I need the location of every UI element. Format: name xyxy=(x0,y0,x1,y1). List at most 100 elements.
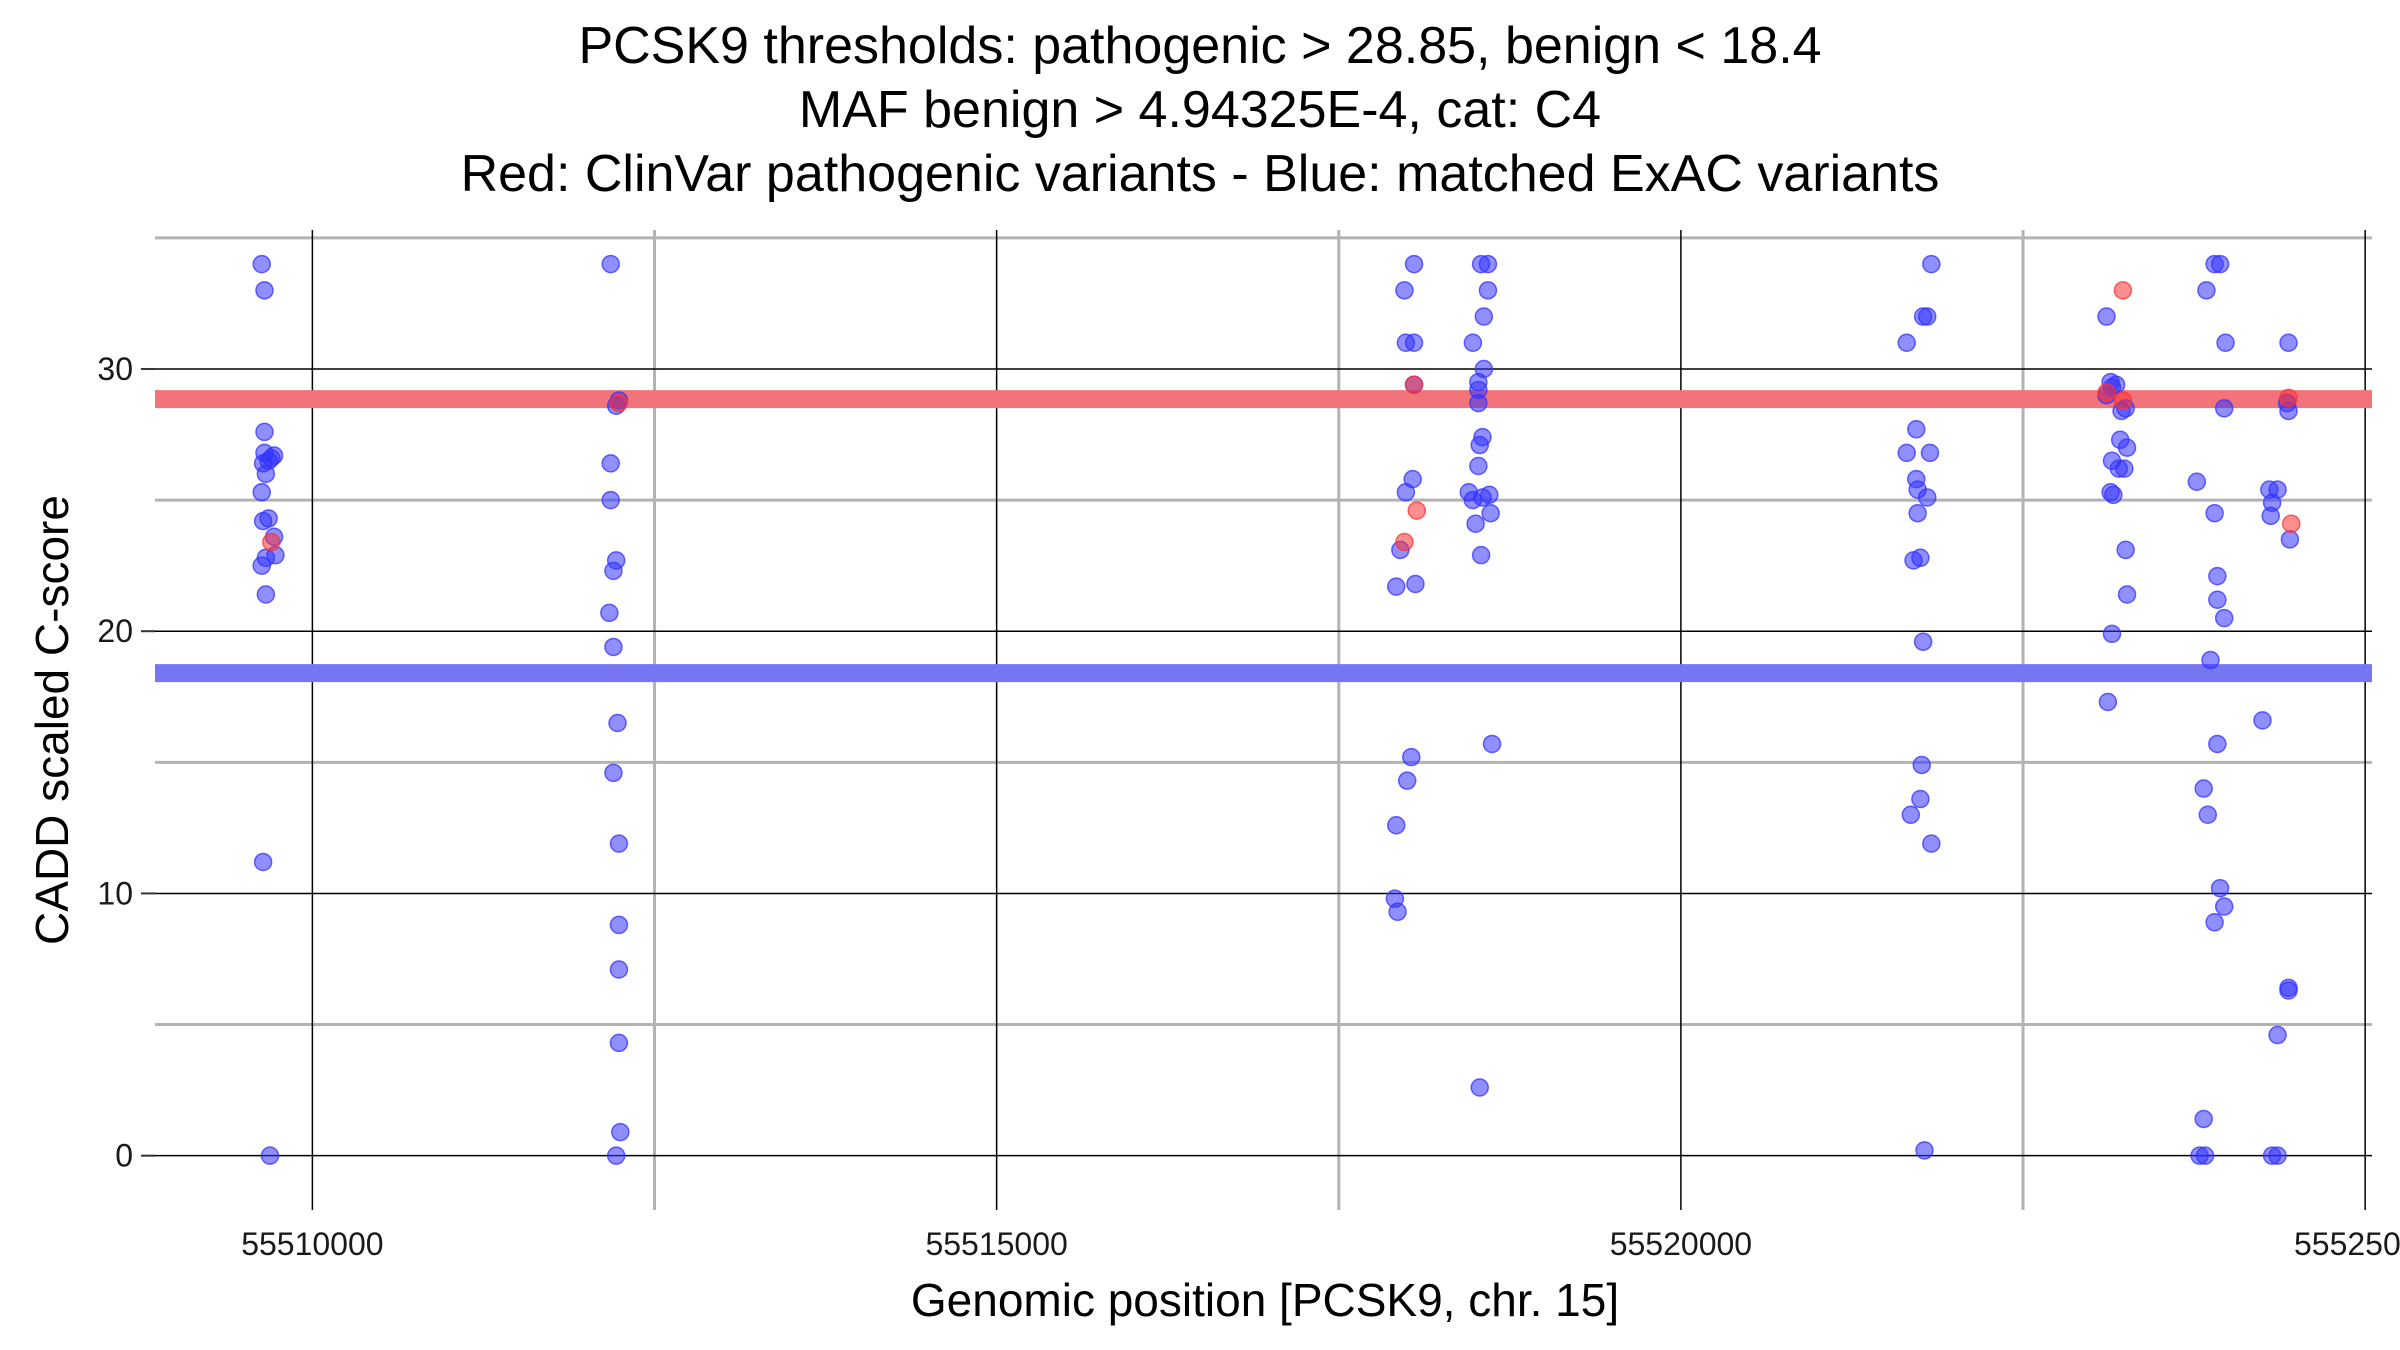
data-point-exac xyxy=(1404,333,1424,353)
data-point-clinvar xyxy=(2113,281,2133,300)
data-point-exac xyxy=(252,254,271,274)
data-point-exac xyxy=(252,482,271,502)
data-point-exac xyxy=(604,637,623,657)
data-point-exac xyxy=(1386,577,1406,596)
threshold-lines xyxy=(155,390,2372,683)
data-point-exac xyxy=(256,464,276,484)
data-point-exac xyxy=(2210,878,2230,898)
title-line-3: Red: ClinVar pathogenic variants - Blue:… xyxy=(460,145,1940,203)
data-point-clinvar xyxy=(262,532,281,552)
chart-title: PCSK9 thresholds: pathogenic > 28.85, be… xyxy=(0,14,2400,206)
data-point-exac xyxy=(2214,399,2234,418)
x-tick-label: 55510000 xyxy=(241,1226,383,1262)
data-point-exac xyxy=(2268,1025,2287,1045)
data-point-exac xyxy=(611,1122,630,1142)
data-point-clinvar xyxy=(1395,532,1414,552)
data-point-clinvar xyxy=(2279,388,2298,408)
title-line-2: MAF benign > 4.94325E-4, cat: C4 xyxy=(798,81,1602,139)
data-point-exac xyxy=(1480,485,1499,505)
data-point-exac xyxy=(1474,307,1494,326)
data-point-exac xyxy=(2268,1146,2287,1165)
data-point-exac xyxy=(255,281,274,300)
data-point-exac xyxy=(1466,514,1485,533)
data-point-exac xyxy=(2253,711,2272,730)
data-point-exac xyxy=(1388,902,1407,922)
x-tick-label: 55520000 xyxy=(1610,1226,1752,1262)
data-point-clinvar xyxy=(1407,501,1427,520)
data-point-clinvar xyxy=(2113,391,2133,410)
data-point-exac xyxy=(1395,281,1414,300)
data-point-exac xyxy=(2098,692,2118,712)
data-point-exac xyxy=(1469,456,1488,476)
data-point-exac xyxy=(2210,254,2230,274)
data-point-exac xyxy=(1469,393,1488,413)
data-point-exac xyxy=(1922,254,1941,274)
data-point-exac xyxy=(1481,503,1500,523)
data-point-exac xyxy=(2194,779,2213,798)
data-point-exac xyxy=(252,556,271,575)
data-point-exac xyxy=(2117,438,2137,457)
data-point-exac xyxy=(1908,503,1927,523)
data-point-exac xyxy=(256,585,276,604)
data-point-exac xyxy=(1470,1078,1489,1097)
data-point-clinvar xyxy=(609,393,629,413)
y-tick-label: 30 xyxy=(97,351,133,387)
data-point-exac xyxy=(600,603,619,623)
data-point-clinvar xyxy=(1404,375,1424,394)
x-axis-label: Genomic position [PCSK9, chr. 15] xyxy=(911,1274,1619,1326)
data-point-exac xyxy=(1471,545,1491,565)
data-point-exac xyxy=(1920,443,1940,463)
data-points xyxy=(252,254,2301,1165)
data-point-exac xyxy=(2197,281,2216,300)
data-point-exac xyxy=(606,1146,626,1165)
data-point-exac xyxy=(601,490,620,510)
data-point-exac xyxy=(1911,789,1930,809)
data-point-exac xyxy=(1406,574,1425,594)
data-point-exac xyxy=(260,1146,280,1165)
data-point-exac xyxy=(609,960,629,979)
data-point-exac xyxy=(255,422,274,442)
data-point-exac xyxy=(2214,897,2234,916)
data-point-exac xyxy=(2116,540,2135,560)
y-tick-label: 20 xyxy=(97,613,133,649)
data-point-clinvar xyxy=(2282,514,2301,533)
data-point-exac xyxy=(1470,435,1489,455)
data-point-exac xyxy=(2214,608,2234,628)
data-point-exac xyxy=(1478,281,1498,300)
y-axis-label: CADD scaled C-score xyxy=(26,495,78,945)
data-point-exac xyxy=(1463,333,1483,353)
data-point-exac xyxy=(1403,469,1422,489)
data-point-exac xyxy=(2208,734,2227,754)
grid-lines xyxy=(155,230,2372,1210)
data-point-exac xyxy=(609,915,629,935)
data-point-exac xyxy=(1386,816,1406,835)
data-point-exac xyxy=(2280,530,2300,549)
data-point-exac xyxy=(2102,624,2122,644)
data-point-exac xyxy=(2097,307,2116,326)
data-point-exac xyxy=(1402,747,1421,767)
data-point-exac xyxy=(1404,254,1424,274)
data-point-exac xyxy=(1912,755,1932,775)
data-point-exac xyxy=(2104,485,2123,505)
data-point-exac xyxy=(2205,503,2224,523)
x-tick-label: 55525000 xyxy=(2294,1226,2400,1262)
data-point-exac xyxy=(2205,913,2224,932)
data-point-exac xyxy=(2279,981,2298,1000)
data-point-exac xyxy=(1917,488,1937,507)
data-point-exac xyxy=(1901,805,1921,825)
data-point-exac xyxy=(259,509,278,528)
data-point-exac xyxy=(2208,590,2227,609)
data-point-exac xyxy=(1482,734,1502,754)
data-point-exac xyxy=(2187,472,2207,491)
data-point-exac xyxy=(601,254,620,274)
data-point-exac xyxy=(2201,650,2220,670)
data-point-clinvar xyxy=(2097,383,2116,402)
data-point-exac xyxy=(2198,805,2218,825)
y-tick-label: 10 xyxy=(97,875,133,911)
data-point-exac xyxy=(1478,254,1498,274)
data-point-exac xyxy=(264,446,284,465)
data-point-exac xyxy=(1911,548,1930,568)
data-point-exac xyxy=(1915,1141,1934,1160)
data-point-exac xyxy=(253,852,273,872)
